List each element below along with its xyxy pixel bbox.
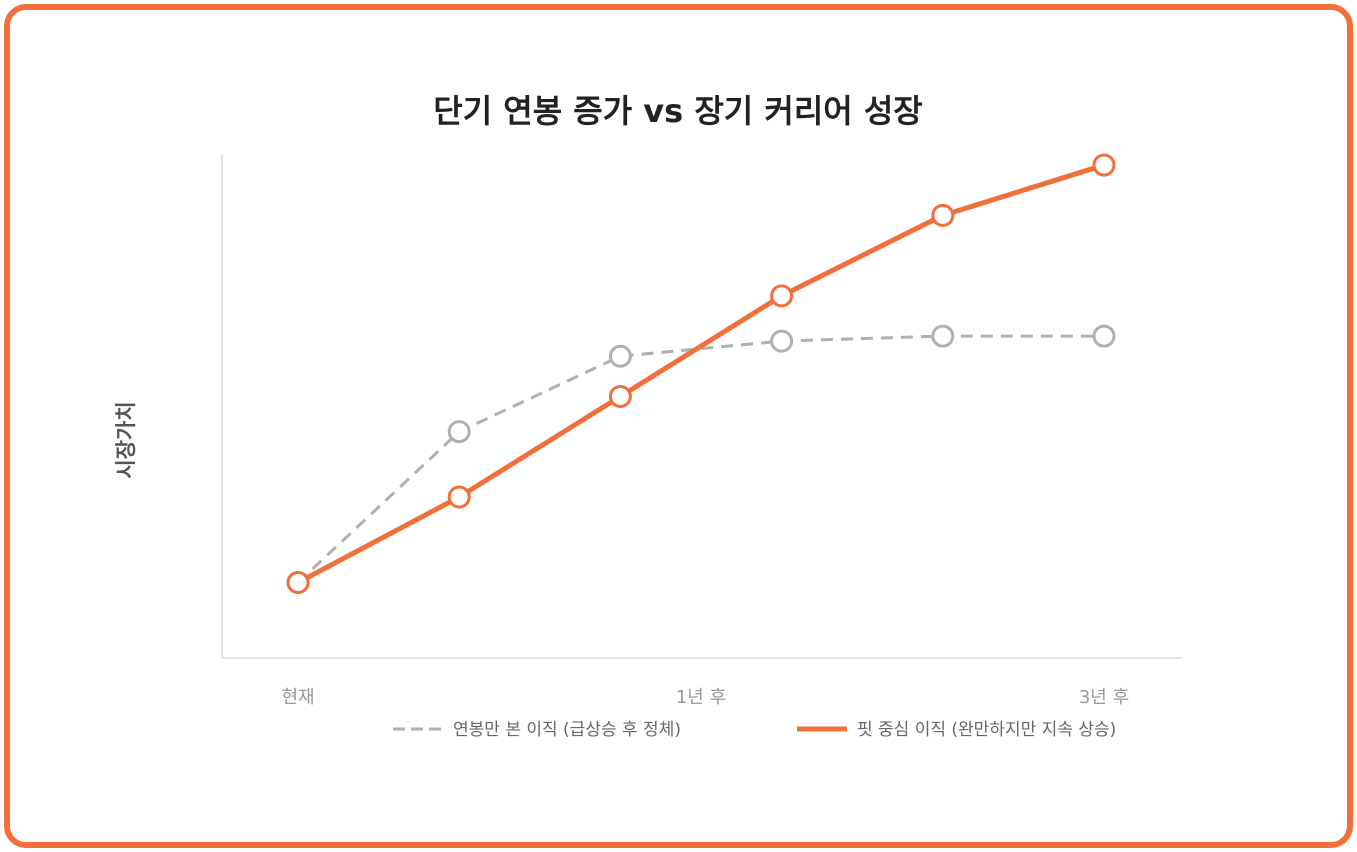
data-point [1092, 153, 1116, 177]
data-point [931, 203, 955, 227]
chart-card [4, 4, 1353, 848]
data-point [770, 329, 794, 353]
data-point [608, 344, 632, 368]
data-point [931, 324, 955, 348]
data-point [286, 571, 310, 595]
data-point [770, 284, 794, 308]
x-tick-label: 1년 후 [676, 687, 726, 708]
data-point [447, 485, 471, 509]
x-tick-label: 3년 후 [1079, 687, 1129, 708]
legend-label: 연봉만 본 이직 (급상승 후 정체) [453, 720, 681, 740]
y-axis-label: 시장가치 [114, 401, 138, 478]
data-point [447, 420, 471, 444]
data-point [1092, 324, 1116, 348]
x-tick-label: 현재 [281, 687, 314, 708]
series-line-0 [296, 334, 1104, 584]
chart-title: 단기 연봉 증가 vs 장기 커리어 성장 [433, 92, 922, 130]
series-line-1 [296, 162, 1105, 585]
data-point [608, 384, 632, 408]
legend-label: 핏 중심 이직 (완만하지만 지속 상승) [857, 720, 1116, 740]
